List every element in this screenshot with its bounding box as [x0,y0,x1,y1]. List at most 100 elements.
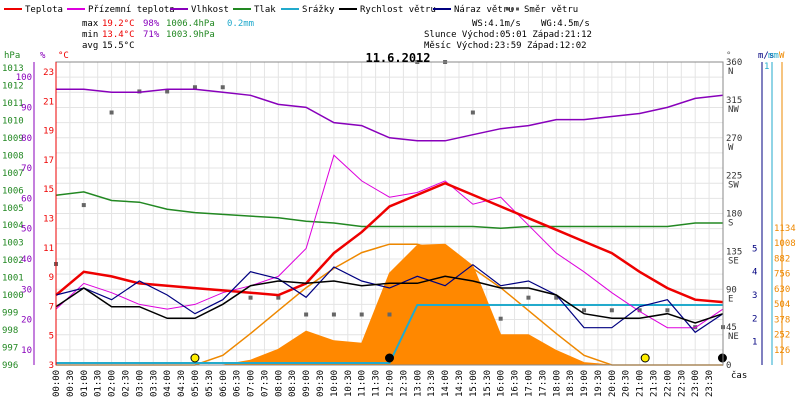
wind-direction-point [276,295,281,300]
time-tick-label: 16:30 [511,370,521,397]
time-tick-label: 17:30 [538,370,548,397]
time-tick-label: 01:00 [80,370,90,397]
wind-direction-point [220,85,225,90]
hpa-tick-label: 999 [2,309,18,319]
wind-direction-point [331,312,336,317]
stat-max-hum: 98% [143,19,160,29]
direction-tick-value: 270 [726,134,742,144]
ground-temperature-line [55,154,724,329]
degc-tick-label: 5 [49,332,54,342]
degc-tick-label: 23 [43,68,54,78]
axis-label-pct: % [40,51,46,61]
axis-label-degc: °C [58,51,69,61]
temperature-line [55,181,724,304]
ms-tick-label: 4 [752,268,757,278]
stat-min-temp: 13.4°C [102,30,135,40]
axis-label-deg: ° [726,51,731,61]
time-tick-label: 00:00 [52,370,62,397]
time-tick-label: 13:00 [413,370,423,397]
legend-label-humidity: Vlhkost [191,5,229,15]
legend-label-wind-direction: Směr větru [524,5,578,15]
hpa-tick-label: 1009 [2,134,24,144]
pct-tick-label: 70 [21,164,32,174]
stat-moon: Měsíc Východ:23:59 Západ:12:02 [424,41,587,51]
stat-sun: Slunce Východ:05:01 Západ:21:12 [424,30,592,40]
direction-tick-label: NE [728,332,739,342]
hpa-tick-label: 1000 [2,291,24,301]
hpa-tick-label: 1012 [2,81,24,91]
wind-direction-point [609,308,614,313]
time-tick-label: 20:00 [608,370,618,397]
degc-tick-label: 11 [43,244,54,254]
axis-label-hpa: hPa [4,51,20,61]
wind-direction-point [554,295,559,300]
humidity-line [56,88,724,142]
legend-label-temperature: Teplota [25,5,63,15]
hpa-tick-label: 1005 [2,204,24,214]
stat-ws: WS:4.1m/s [472,19,521,29]
sun-moon-marker [190,353,200,363]
time-tick-label: 02:00 [108,370,118,397]
stat-max-label: max [82,19,99,29]
wind-direction-point [582,308,587,313]
direction-tick-value: 180 [726,210,742,220]
time-tick-label: 12:30 [399,370,409,397]
pct-tick-label: 10 [21,346,32,356]
wind-direction-point [387,312,392,317]
time-tick-label: 22:00 [663,370,673,397]
time-tick-label: 12:00 [386,370,396,397]
axis-label-ms: m/s [758,51,774,61]
hpa-tick-label: 997 [2,344,18,354]
time-tick-label: 15:30 [483,370,493,397]
wind-direction-point [470,110,475,115]
pressure-line [55,191,723,229]
time-tick-label: 03:00 [135,370,145,397]
time-tick-label: 03:30 [149,370,159,397]
degc-tick-label: 7 [49,302,54,312]
pct-tick-label: 40 [21,255,32,265]
time-tick-label: 14:30 [455,370,465,397]
pct-tick-label: 60 [21,194,32,204]
wind-direction-point [637,308,642,313]
time-tick-label: 07:00 [247,370,257,397]
time-tick-label: 01:30 [94,370,104,397]
time-tick-label: 23:00 [691,370,701,397]
direction-tick-label: SE [728,256,739,266]
degc-tick-label: 13 [43,215,54,225]
hpa-tick-label: 1010 [2,116,24,126]
axes: 9969979989991000100110021003100410051006… [2,58,796,397]
rain-line [56,304,723,364]
stats: max 19.2°C 98% 1006.4hPa 0.2mm min 13.4°… [82,19,592,51]
wind-direction-point [304,312,309,317]
stat-max-rain: 0.2mm [227,19,254,29]
legend-label-wind-gust: Náraz větru [454,5,514,15]
direction-tick-value: 90 [726,285,737,295]
legend-label-pressure: Tlak [254,5,276,15]
time-tick-label: 04:30 [177,370,187,397]
stat-max-temp: 19.2°C [102,19,135,29]
degc-tick-label: 17 [43,156,54,166]
wind-direction-point [192,85,197,90]
legend-label-rain: Srážky [302,5,335,15]
time-tick-label: 04:00 [163,370,173,397]
time-tick-label: 11:30 [372,370,382,397]
sun-moon-marker [717,353,727,363]
pct-tick-label: 30 [21,285,32,295]
wind-direction-point [665,308,670,313]
stat-min-press: 1003.9hPa [166,30,215,40]
ms-tick-label: 5 [752,244,757,254]
axis-label-mm: mm [768,51,779,61]
stat-min-label: min [82,30,98,40]
time-tick-label: 15:00 [469,370,479,397]
time-tick-label: 22:30 [677,370,687,397]
time-tick-label: 16:00 [497,370,507,397]
stat-wg: WG:4.5m/s [541,19,590,29]
legend: Teplota Přízemní teplota Vlhkost Tlak Sr… [4,5,578,15]
time-tick-label: 21:00 [636,370,646,397]
degc-tick-label: 3 [49,361,54,371]
wind-direction-point [498,316,503,321]
pct-tick-label: 80 [21,134,32,144]
pct-tick-label: 100 [16,73,32,83]
degc-tick-label: 19 [43,127,54,137]
direction-tick-value: 360 [726,58,742,68]
